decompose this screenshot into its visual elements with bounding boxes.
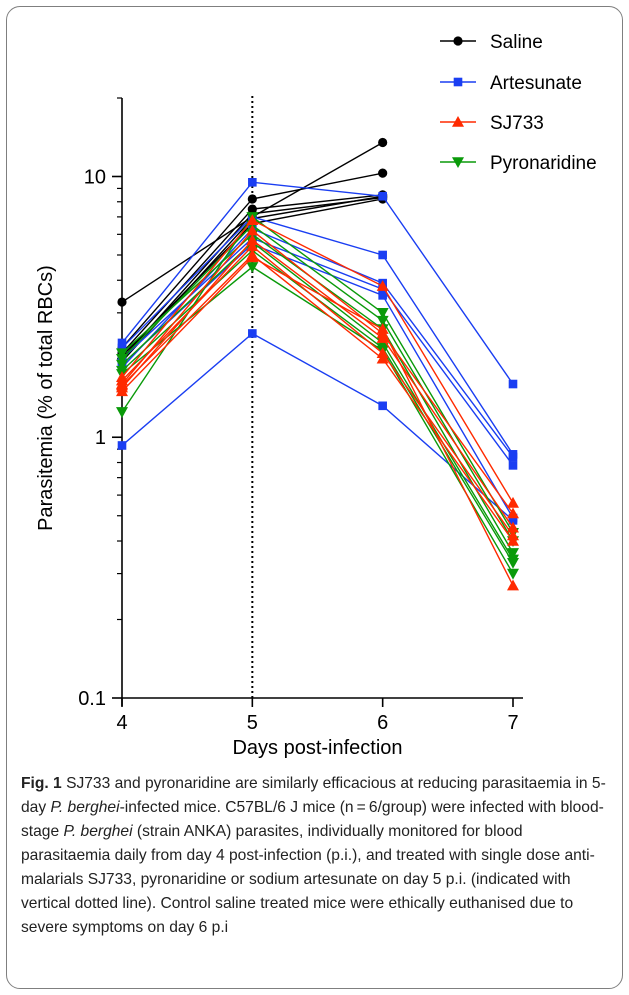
artesunate-data-point (508, 461, 518, 470)
sj733-data-point (246, 251, 259, 263)
pyronaridine-data-point (507, 557, 519, 569)
pyronaridine-data-point (376, 308, 389, 319)
artesunate-mouse-line (121, 216, 514, 455)
sj733-data-point (116, 379, 128, 391)
sj733-mouse-line (121, 256, 514, 586)
artesunate-data-point (378, 191, 387, 201)
y-tick-label: 10 (84, 166, 106, 188)
sj733-data-point (246, 224, 259, 236)
sj733-data-point (376, 323, 389, 334)
y-tick-label: 0.1 (78, 688, 106, 710)
sj733-mouse-line (121, 229, 514, 514)
legend-item-artesunate: Artesunate (440, 73, 582, 94)
pyronaridine-data-point (507, 548, 519, 559)
species-name-2: P. berghei (63, 823, 133, 840)
x-tick-label: 4 (116, 712, 127, 734)
pyronaridine-mouse-line (121, 266, 514, 574)
sj733-data-point (116, 385, 128, 397)
artesunate-mouse-line (121, 243, 514, 519)
y-axis-label: Parasitemia (% of total RBCs) (35, 265, 57, 531)
artesunate-data-point (117, 343, 127, 353)
pyronaridine-data-point (116, 359, 128, 371)
sj733-mouse-line (121, 219, 514, 504)
artesunate-data-point (508, 452, 518, 462)
series-sj733 (116, 214, 519, 591)
sj733-data-point (507, 496, 519, 508)
x-tick-label: 6 (377, 712, 388, 734)
legend-marker (453, 77, 463, 87)
artesunate-data-point (117, 338, 127, 348)
legend-item-sj733: SJ733 (440, 113, 544, 134)
legend-item-saline: Saline (440, 32, 543, 53)
saline-data-point (378, 137, 388, 148)
x-tick-label: 7 (507, 712, 518, 734)
legend-label: Saline (490, 32, 543, 53)
sj733-data-point (246, 240, 259, 252)
sj733-mouse-line (121, 254, 514, 542)
artesunate-data-point (378, 401, 387, 411)
axes: 0.1 1 10 4 5 6 7 (78, 97, 523, 734)
legend-marker (452, 116, 464, 127)
sj733-mouse-line (121, 245, 514, 536)
legend-marker (453, 36, 463, 46)
legend: Saline Artesunate SJ733 Pyronaridine (440, 32, 597, 174)
artesunate-data-point (248, 178, 257, 187)
x-axis-label: Days post-infection (232, 737, 402, 759)
parasitemia-line-chart: 0.1 1 10 4 5 6 7 Saline Artesunate SJ733 Pyronari… (35, 32, 597, 759)
sj733-data-point (246, 214, 259, 225)
caption-text-2: -infected mice. C57BL/6 J mice (n = 6/gr… (21, 799, 604, 840)
artesunate-data-point (117, 441, 127, 450)
sj733-data-point (507, 507, 519, 519)
series-artesunate (117, 178, 518, 525)
artesunate-data-point (508, 379, 518, 389)
figure-card (6, 6, 623, 989)
sj733-data-point (376, 280, 389, 291)
pyronaridine-mouse-line (121, 224, 514, 542)
sj733-data-point (376, 347, 389, 359)
sj733-data-point (376, 352, 389, 364)
artesunate-mouse-line (121, 332, 514, 521)
sj733-data-point (507, 521, 519, 533)
legend-label: SJ733 (490, 113, 544, 134)
sj733-data-point (507, 579, 519, 591)
artesunate-data-point (378, 250, 387, 260)
pyronaridine-data-point (376, 315, 389, 327)
caption-text-1: SJ733 and pyronaridine are similarly eff… (21, 775, 606, 816)
sj733-mouse-line (121, 239, 514, 529)
pyronaridine-data-point (116, 407, 128, 418)
legend-item-pyronaridine: Pyronaridine (440, 153, 597, 174)
pyronaridine-data-point (116, 353, 128, 365)
sj733-data-point (507, 535, 519, 546)
species-name-1: P. berghei (50, 799, 120, 816)
saline-data-point (247, 194, 257, 204)
saline-data-point (378, 168, 388, 178)
artesunate-mouse-line (121, 181, 514, 385)
x-tick-label: 5 (247, 712, 258, 734)
artesunate-data-point (378, 291, 387, 300)
legend-marker (452, 157, 464, 168)
caption-text-3: (strain ANKA) parasites, individually mo… (21, 823, 595, 936)
pyronaridine-data-point (507, 568, 519, 580)
y-tick-label: 1 (95, 427, 106, 449)
figure-caption: Fig. 1 SJ733 and pyronaridine are simila… (21, 772, 611, 940)
artesunate-data-point (248, 329, 257, 338)
legend-label: Artesunate (490, 73, 582, 94)
series-layer (116, 137, 519, 591)
pyronaridine-data-point (246, 262, 259, 273)
sj733-data-point (246, 234, 259, 245)
saline-data-point (117, 297, 127, 307)
pyronaridine-data-point (116, 348, 128, 360)
artesunate-data-point (508, 516, 518, 525)
sj733-data-point (507, 529, 519, 541)
sj733-data-point (376, 332, 389, 343)
figure-label: Fig. 1 (21, 775, 62, 792)
legend-label: Pyronaridine (490, 153, 597, 174)
